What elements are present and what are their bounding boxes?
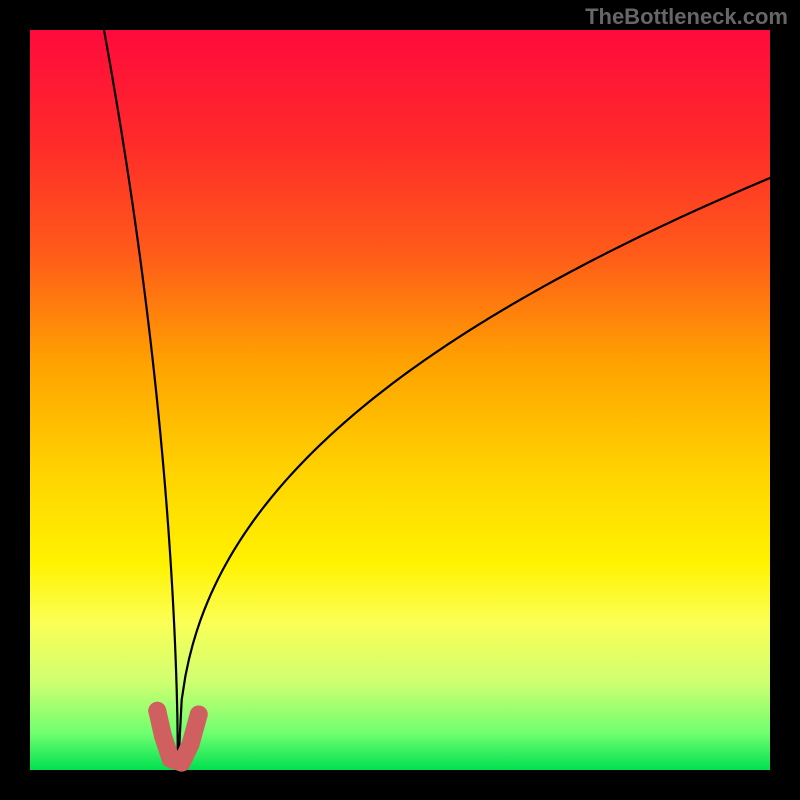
vertex-marker [182, 735, 200, 753]
vertex-marker [173, 754, 191, 772]
plot-gradient-background [30, 30, 770, 770]
watermark-text: TheBottleneck.com [585, 4, 788, 30]
vertex-marker [190, 706, 208, 724]
vertex-marker [154, 728, 172, 746]
bottleneck-chart [0, 0, 800, 800]
vertex-marker [148, 702, 166, 720]
